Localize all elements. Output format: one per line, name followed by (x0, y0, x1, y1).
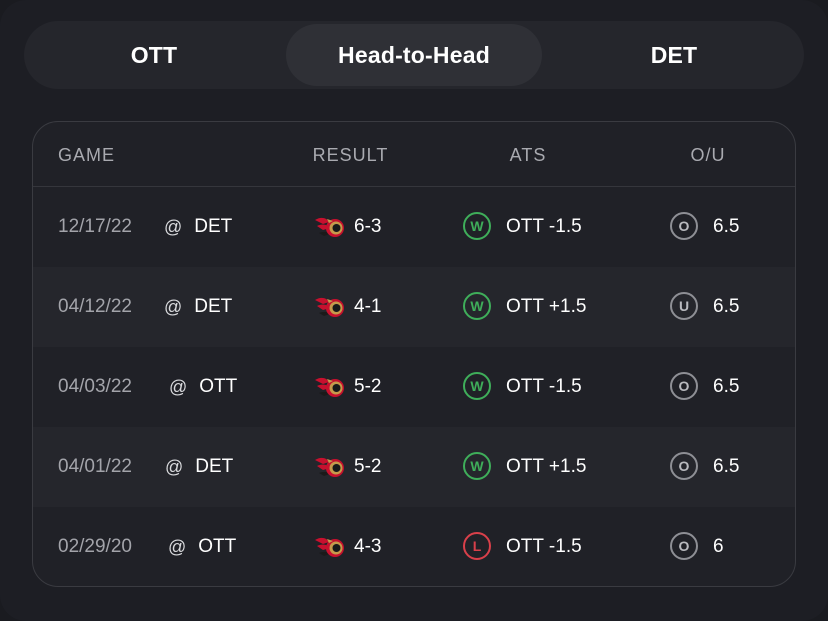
game-score: 4-1 (354, 296, 382, 317)
ats-line: OTT -1.5 (506, 536, 582, 557)
senators-logo-icon (312, 267, 348, 347)
opponent-label: DET (194, 216, 233, 237)
opponent-label: OTT (198, 536, 237, 557)
table-header: GAME RESULT ATS O/U (33, 122, 795, 187)
ats-line: OTT -1.5 (506, 376, 582, 397)
opponent-label: DET (195, 456, 234, 477)
header-game: GAME (58, 145, 116, 165)
table-row[interactable]: 04/01/22 @ DET 5-2 W OTT +1.5 O (33, 427, 795, 507)
table-row[interactable]: 12/17/22 @ DET 6-3 W OTT -1.5 O (33, 187, 795, 267)
ats-win-badge: W (463, 372, 491, 400)
table-row[interactable]: 04/03/22 @ OTT 5-2 W OTT -1.5 O (33, 347, 795, 427)
game-date: 04/01/22 (58, 456, 132, 477)
game-opponent: @ OTT (169, 347, 237, 427)
ou-line: 6.5 (713, 376, 740, 397)
opponent-label: DET (194, 296, 233, 317)
header-ats: ATS (509, 145, 547, 165)
away-at-symbol: @ (169, 376, 188, 397)
tab-det[interactable]: DET (650, 41, 698, 68)
senators-logo-icon (312, 427, 348, 507)
ats-win-badge: W (463, 292, 491, 320)
game-date: 12/17/22 (58, 216, 132, 237)
away-at-symbol: @ (164, 216, 183, 237)
over-badge: O (670, 212, 698, 240)
ou-line: 6.5 (713, 296, 740, 317)
h2h-table: GAME RESULT ATS O/U 12/17/22 @ DET (32, 121, 796, 587)
over-badge: O (670, 532, 698, 560)
ou-line: 6.5 (713, 216, 740, 237)
opponent-label: OTT (199, 376, 238, 397)
game-opponent: @ DET (165, 427, 233, 507)
senators-logo-icon (312, 347, 348, 427)
table-row[interactable]: 02/29/20 @ OTT 4-3 L OTT -1.5 O (33, 507, 795, 586)
over-badge: O (670, 372, 698, 400)
game-score: 6-3 (354, 216, 382, 237)
away-at-symbol: @ (164, 296, 183, 317)
away-at-symbol: @ (165, 456, 184, 477)
game-opponent: @ DET (164, 267, 232, 347)
ou-line: 6.5 (713, 456, 740, 477)
senators-logo-icon (312, 507, 348, 586)
game-score: 4-3 (354, 536, 382, 557)
header-ou: O/U (690, 145, 726, 165)
header-result: RESULT (312, 145, 389, 165)
tab-ott[interactable]: OTT (130, 41, 178, 68)
game-opponent: @ DET (164, 187, 232, 267)
ats-win-badge: W (463, 212, 491, 240)
ats-win-badge: W (463, 452, 491, 480)
away-at-symbol: @ (168, 536, 187, 557)
table-row[interactable]: 04/12/22 @ DET 4-1 W OTT +1.5 U (33, 267, 795, 347)
game-opponent: @ OTT (168, 507, 237, 586)
game-date: 04/03/22 (58, 376, 132, 397)
tab-head-to-head[interactable]: Head-to-Head (286, 24, 542, 86)
game-date: 02/29/20 (58, 536, 132, 557)
team-tab-bar: OTT Head-to-Head DET (24, 21, 804, 89)
ou-line: 6 (713, 536, 724, 557)
game-date: 04/12/22 (58, 296, 132, 317)
senators-logo-icon (312, 187, 348, 267)
ats-line: OTT +1.5 (506, 456, 587, 477)
over-badge: O (670, 452, 698, 480)
game-score: 5-2 (354, 456, 382, 477)
ats-line: OTT +1.5 (506, 296, 587, 317)
game-score: 5-2 (354, 376, 382, 397)
ats-line: OTT -1.5 (506, 216, 582, 237)
ats-loss-badge: L (463, 532, 491, 560)
under-badge: U (670, 292, 698, 320)
